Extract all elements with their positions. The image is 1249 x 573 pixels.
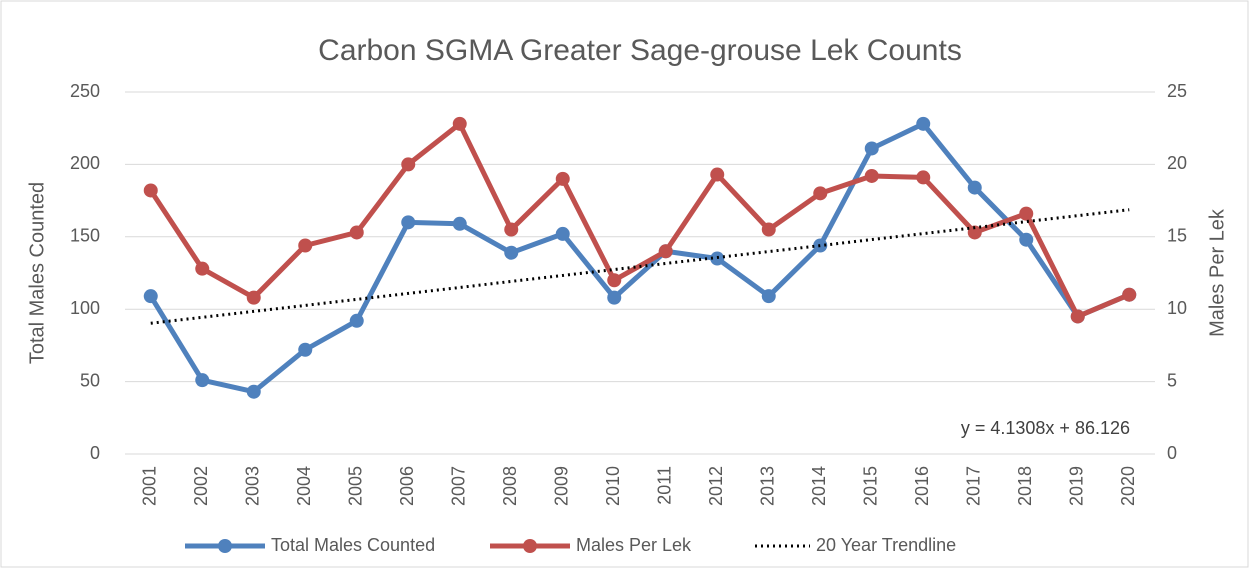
x-tick-label: 2013 <box>758 466 778 506</box>
series-marker <box>298 342 313 357</box>
x-tick-label: 2008 <box>500 466 520 506</box>
series-marker <box>452 116 467 131</box>
series-marker <box>658 244 673 259</box>
x-tick-label: 2020 <box>1118 466 1138 506</box>
series-marker <box>143 183 158 198</box>
x-tick-label: 2003 <box>243 466 263 506</box>
y-tick-label: 150 <box>70 226 100 246</box>
series-marker <box>761 222 776 237</box>
legend-marker <box>523 539 537 553</box>
series-marker <box>916 170 931 185</box>
series-marker <box>864 141 879 156</box>
series-marker <box>401 215 416 230</box>
y2-tick-label: 0 <box>1167 443 1177 463</box>
series-marker <box>710 167 725 182</box>
series-marker <box>1019 232 1034 247</box>
series-marker <box>813 238 828 253</box>
series-marker <box>916 116 931 131</box>
x-tick-label: 2009 <box>552 466 572 506</box>
y-tick-label: 0 <box>90 443 100 463</box>
x-tick-label: 2016 <box>912 466 932 506</box>
series-marker <box>607 273 622 288</box>
x-tick-label: 2015 <box>861 466 881 506</box>
series-marker <box>1070 309 1085 324</box>
series-marker <box>813 186 828 201</box>
series-marker <box>452 216 467 231</box>
y2-tick-label: 10 <box>1167 298 1187 318</box>
trend-equation: y = 4.1308x + 86.126 <box>961 418 1130 438</box>
series-line <box>148 121 1131 395</box>
series-marker <box>504 222 519 237</box>
y2-tick-label: 5 <box>1167 370 1177 390</box>
series-marker <box>1019 206 1034 221</box>
series-marker <box>246 290 261 305</box>
series-marker <box>1122 287 1137 302</box>
series-marker <box>864 168 879 183</box>
x-tick-label: 2005 <box>346 466 366 506</box>
series-line <box>150 208 1130 325</box>
series-marker <box>967 225 982 240</box>
legend-label: Total Males Counted <box>271 535 435 555</box>
series-marker <box>246 384 261 399</box>
series-marker <box>143 289 158 304</box>
series-marker <box>555 171 570 186</box>
x-tick-label: 2004 <box>294 466 314 506</box>
y2-axis-title: Males Per Lek <box>1206 208 1228 337</box>
series-marker <box>298 238 313 253</box>
series-marker <box>349 225 364 240</box>
legend-label: 20 Year Trendline <box>816 535 956 555</box>
x-tick-label: 2006 <box>397 466 417 506</box>
series-marker <box>349 313 364 328</box>
y-tick-label: 50 <box>80 370 100 390</box>
x-tick-label: 2001 <box>140 466 160 506</box>
y2-tick-label: 15 <box>1167 226 1187 246</box>
y-tick-label: 100 <box>70 298 100 318</box>
legend-marker <box>218 539 232 553</box>
legend-label: Males Per Lek <box>576 535 692 555</box>
x-tick-label: 2019 <box>1067 466 1087 506</box>
x-tick-label: 2002 <box>191 466 211 506</box>
x-tick-label: 2010 <box>603 466 623 506</box>
y2-tick-label: 25 <box>1167 81 1187 101</box>
series-marker <box>967 180 982 195</box>
series-marker <box>555 226 570 241</box>
series-marker <box>195 261 210 276</box>
series-marker <box>401 157 416 172</box>
x-tick-label: 2012 <box>706 466 726 506</box>
y-tick-label: 250 <box>70 81 100 101</box>
y-axis-title: Total Males Counted <box>26 182 48 364</box>
series-marker <box>761 289 776 304</box>
chart-title: Carbon SGMA Greater Sage-grouse Lek Coun… <box>318 34 962 67</box>
x-tick-label: 2018 <box>1015 466 1035 506</box>
x-tick-label: 2007 <box>449 466 469 506</box>
series-marker <box>504 245 519 260</box>
y2-tick-label: 20 <box>1167 153 1187 173</box>
series-marker <box>607 290 622 305</box>
x-tick-label: 2011 <box>655 466 675 505</box>
x-tick-label: 2017 <box>964 466 984 506</box>
series-marker <box>195 373 210 388</box>
x-tick-label: 2014 <box>809 466 829 506</box>
y-tick-label: 200 <box>70 153 100 173</box>
